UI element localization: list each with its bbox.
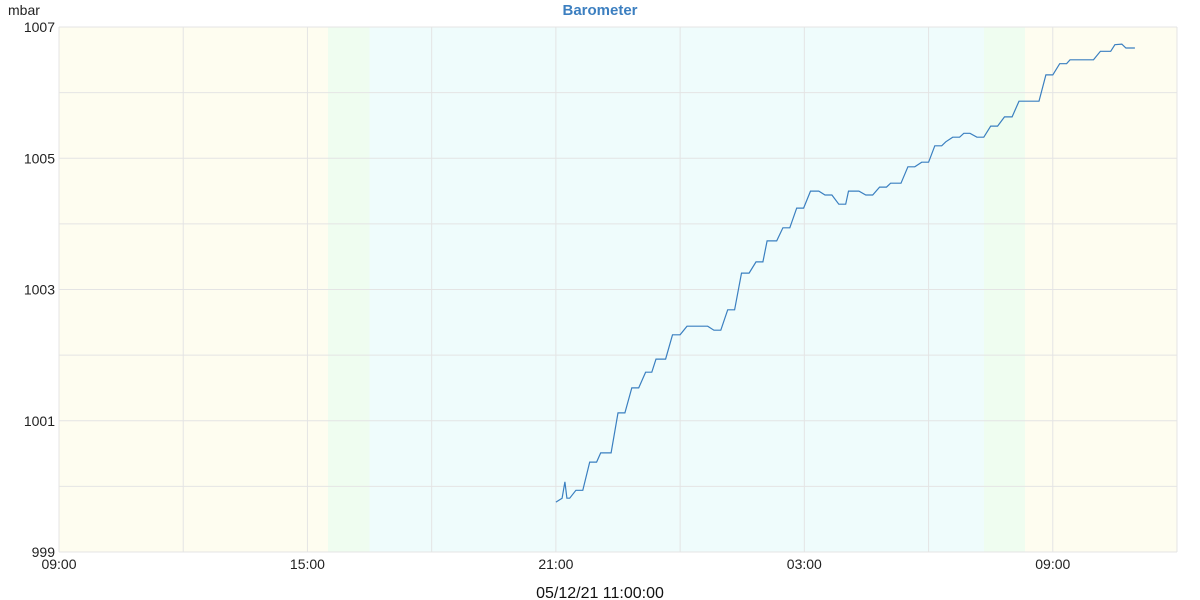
chart-title: Barometer <box>562 2 637 19</box>
y-axis-label: mbar <box>8 2 40 18</box>
x-tick-label: 21:00 <box>538 556 573 572</box>
x-tick-label: 03:00 <box>787 556 822 572</box>
tick-labels: 999 1001 1003 1005 1007 09:00 15:00 21:00 03:00 0… <box>24 19 1071 572</box>
y-tick-label: 1005 <box>24 150 55 166</box>
x-tick-label: 09:00 <box>41 556 76 572</box>
x-tick-label: 09:00 <box>1035 556 1070 572</box>
y-tick-label: 1001 <box>24 413 55 429</box>
y-tick-label: 1007 <box>24 19 55 35</box>
y-tick-label: 999 <box>32 544 56 560</box>
x-tick-label: 15:00 <box>290 556 325 572</box>
x-axis-label: 05/12/21 11:00:00 <box>536 585 664 600</box>
y-tick-label: 1003 <box>24 282 55 298</box>
grid <box>58 26 1178 553</box>
series-line <box>555 43 1135 503</box>
